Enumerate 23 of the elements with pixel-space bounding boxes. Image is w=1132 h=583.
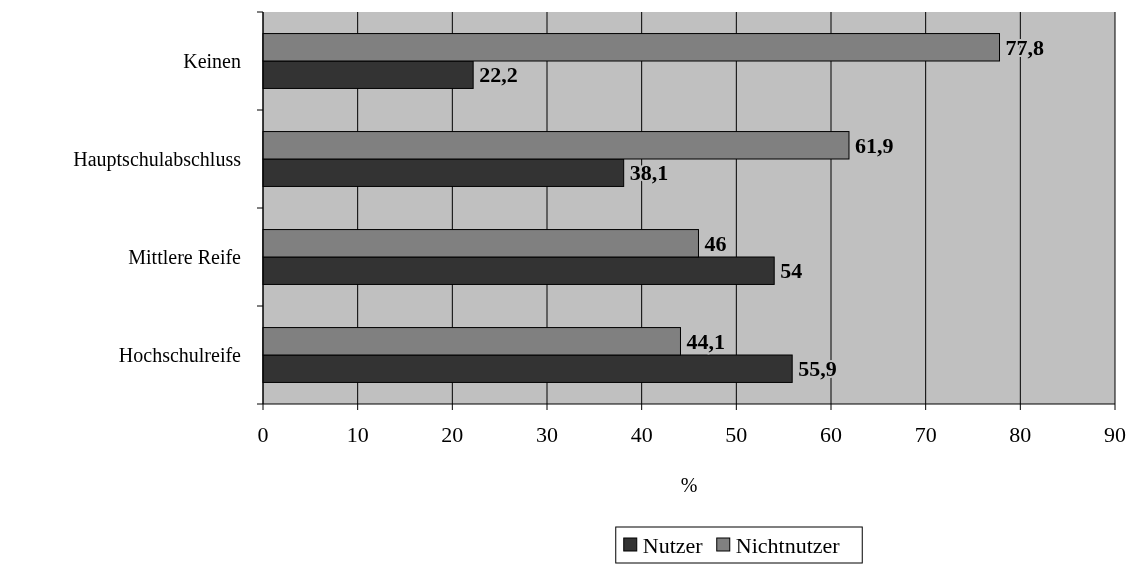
data-label: 61,9 [854,132,894,158]
x-tick-label: 70 [914,422,937,447]
x-tick-label: 40 [630,422,653,447]
x-tick-label: 50 [725,422,748,447]
data-label: 54 [780,258,803,284]
legend-label: Nichtnutzer [735,532,841,558]
data-label: 44,1 [686,328,725,354]
x-tick-label: 0 [257,422,269,447]
y-tick-label: Keinen [183,50,241,72]
y-tick-label: Mittlere Reife [128,246,242,268]
x-tick-label: 90 [1104,422,1126,447]
x-axis-title: % [680,474,698,496]
data-label: 46 [704,230,727,256]
data-label: 22,2 [479,62,518,88]
y-tick-label: Hochschulreife [118,344,242,366]
x-tick-label: 80 [1009,422,1032,447]
legend-label: Nutzer [642,532,704,558]
x-tick-label: 30 [536,422,558,447]
x-tick-label: 10 [346,422,369,447]
data-label: 55,9 [798,356,837,382]
x-tick-label: 20 [441,422,464,447]
x-tick-label: 60 [820,422,842,447]
y-tick-label: Hauptschulabschluss [73,148,242,171]
